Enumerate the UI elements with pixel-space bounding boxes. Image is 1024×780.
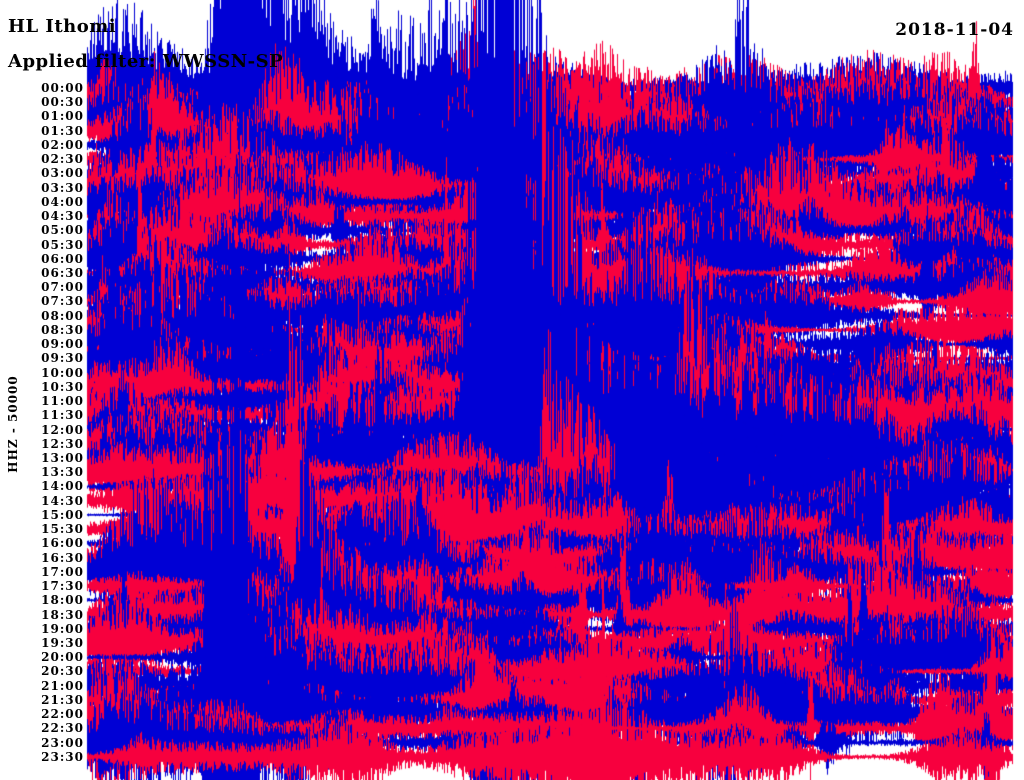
time-label: 21:30 <box>41 692 84 707</box>
time-label: 03:00 <box>41 166 84 181</box>
time-label: 07:00 <box>41 280 84 295</box>
time-label: 14:00 <box>41 479 84 494</box>
time-label: 18:30 <box>41 607 84 622</box>
time-label: 18:00 <box>41 593 84 608</box>
time-label: 06:00 <box>41 251 84 266</box>
time-label: 02:30 <box>41 152 84 167</box>
time-label: 04:30 <box>41 209 84 224</box>
plot-date: 2018-11-04 <box>895 20 1014 40</box>
time-label: 17:30 <box>41 579 84 594</box>
time-label: 00:00 <box>41 81 84 95</box>
time-label: 09:30 <box>41 351 84 366</box>
time-label: 19:30 <box>41 635 84 650</box>
time-label: 20:30 <box>41 664 84 679</box>
time-label: 05:30 <box>41 237 84 252</box>
time-label: 19:00 <box>41 621 84 636</box>
time-label: 06:30 <box>41 265 84 280</box>
time-label: 08:30 <box>41 322 84 337</box>
time-label: 10:30 <box>41 379 84 394</box>
time-label: 23:30 <box>41 749 84 764</box>
time-label: 15:30 <box>41 522 84 537</box>
time-label: 03:30 <box>41 180 84 195</box>
time-label: 22:00 <box>41 707 84 722</box>
time-label: 07:30 <box>41 294 84 309</box>
time-label: 04:00 <box>41 194 84 209</box>
time-label: 16:00 <box>41 536 84 551</box>
time-label: 02:00 <box>41 137 84 152</box>
time-label: 14:30 <box>41 493 84 508</box>
time-label: 08:00 <box>41 308 84 323</box>
time-label: 23:00 <box>41 735 84 750</box>
time-label: 22:30 <box>41 721 84 736</box>
time-label: 17:00 <box>41 564 84 579</box>
time-label: 20:00 <box>41 650 84 665</box>
applied-filter-label: Applied filter: WWSSN-SP <box>8 51 284 72</box>
time-label: 15:00 <box>41 507 84 522</box>
time-label: 21:00 <box>41 678 84 693</box>
time-label: 11:30 <box>41 408 84 423</box>
time-label: 01:30 <box>41 123 84 138</box>
time-label: 12:00 <box>41 422 84 437</box>
time-label: 12:30 <box>41 436 84 451</box>
time-label: 01:00 <box>41 109 84 124</box>
time-label: 16:30 <box>41 550 84 565</box>
time-label: 13:00 <box>41 450 84 465</box>
station-title: HL Ithomi <box>8 16 117 37</box>
time-label: 00:30 <box>41 95 84 110</box>
time-label: 11:00 <box>41 394 84 409</box>
time-label: 13:30 <box>41 465 84 480</box>
time-label: 05:00 <box>41 223 84 238</box>
time-label: 09:00 <box>41 337 84 352</box>
time-label: 10:00 <box>41 365 84 380</box>
